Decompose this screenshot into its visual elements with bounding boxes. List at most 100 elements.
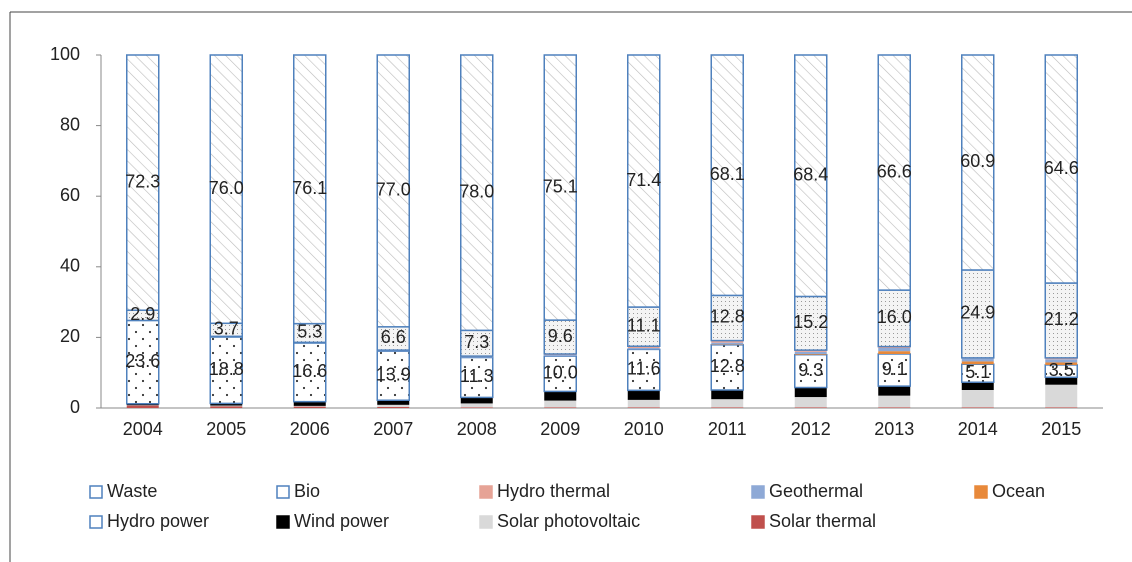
data-label: 72.3 <box>125 171 160 191</box>
data-label: 12.8 <box>710 307 745 327</box>
legend-marker <box>974 485 988 499</box>
bar-segment <box>460 403 493 408</box>
x-tick-label: 2013 <box>874 419 914 439</box>
bar-segment <box>1045 384 1078 408</box>
bar-segment <box>293 342 327 403</box>
bar-segment <box>961 407 994 408</box>
bar-segment <box>126 319 160 405</box>
bar-segment <box>210 405 243 407</box>
bar-segment <box>377 404 410 407</box>
bar-segment <box>293 54 327 325</box>
x-tick-label: 2004 <box>123 419 163 439</box>
data-label: 18.8 <box>209 359 244 379</box>
legend-label: Ocean <box>992 481 1045 501</box>
bar-segment <box>878 351 911 354</box>
bar-segment <box>376 350 410 401</box>
legend-label: Solar thermal <box>769 511 876 531</box>
bar-segment <box>794 295 828 351</box>
data-label: 13.9 <box>376 364 411 384</box>
data-label: 11.1 <box>627 315 661 335</box>
bar-segment <box>711 342 744 345</box>
bar-segment <box>627 348 661 392</box>
bar-segment <box>209 54 243 325</box>
x-tick-label: 2010 <box>624 419 664 439</box>
bar-segment <box>878 395 911 408</box>
data-label: 76.1 <box>292 178 327 198</box>
bar-segment <box>377 406 410 408</box>
bar-segment <box>711 399 744 408</box>
data-label: 24.9 <box>960 303 995 323</box>
data-label: 16.6 <box>292 361 327 381</box>
y-tick-label: 60 <box>60 185 80 205</box>
bar-segment <box>794 397 827 408</box>
bar-segment <box>878 386 911 396</box>
bar-segment <box>293 406 326 408</box>
data-label: 77.0 <box>376 180 411 200</box>
bar-segment <box>961 358 994 362</box>
bar-segment <box>961 382 994 390</box>
data-label: 60.9 <box>960 151 995 171</box>
bar-segment <box>126 54 160 311</box>
data-label: 76.0 <box>209 178 244 198</box>
legend-marker <box>751 485 765 499</box>
bar-segment <box>544 407 577 408</box>
bar-segment <box>460 397 493 404</box>
y-tick-label: 0 <box>70 397 80 417</box>
bar-segment <box>460 329 494 357</box>
bar-segment <box>460 407 493 408</box>
legend-marker <box>479 515 493 529</box>
bar-segment <box>961 361 994 365</box>
x-tick-label: 2011 <box>708 419 747 439</box>
bar-segment <box>544 391 577 401</box>
legend-marker <box>89 515 103 529</box>
data-label: 2.9 <box>130 304 155 324</box>
bar-segment <box>293 405 326 407</box>
bar-segment <box>710 294 744 342</box>
bar-segment <box>711 389 744 400</box>
bar-segment <box>377 400 410 405</box>
x-tick-label: 2009 <box>540 419 580 439</box>
bar-segment <box>210 406 243 408</box>
bar-segment <box>1045 377 1078 385</box>
legend-label: Bio <box>294 481 320 501</box>
bar-segment <box>794 407 827 408</box>
bar-segment <box>1044 54 1078 284</box>
y-tick-label: 80 <box>60 114 80 134</box>
data-label: 68.1 <box>710 164 745 184</box>
bar-segment <box>376 54 410 328</box>
data-label: 5.1 <box>965 362 990 382</box>
data-label: 11.3 <box>460 366 494 386</box>
bar-segment <box>1045 362 1078 365</box>
bar-segment <box>627 347 660 350</box>
data-label: 78.0 <box>459 181 494 201</box>
legend-label: Hydro thermal <box>497 481 610 501</box>
bar-segment <box>460 356 494 399</box>
legend-label: Hydro power <box>107 511 209 531</box>
legend-marker <box>751 515 765 529</box>
bar-segment <box>293 401 326 406</box>
legend-label: Geothermal <box>769 481 863 501</box>
y-tick-label: 100 <box>50 44 80 64</box>
bar-segment <box>1045 359 1078 363</box>
bar-segment <box>544 355 577 357</box>
data-label: 12.8 <box>710 356 745 376</box>
bar-segment <box>710 54 744 297</box>
bar-segment <box>877 54 911 291</box>
bar-segment <box>878 407 911 408</box>
x-tick-label: 2005 <box>206 419 246 439</box>
bar-segment <box>710 344 744 391</box>
data-label: 3.5 <box>1049 360 1074 380</box>
data-label: 10.0 <box>543 363 578 383</box>
data-label: 64.6 <box>1044 158 1079 178</box>
bar-segment <box>794 54 828 298</box>
data-label: 9.6 <box>548 326 573 346</box>
legend-label: Waste <box>107 481 157 501</box>
data-label: 68.4 <box>793 164 828 184</box>
bar-segment <box>1044 282 1078 359</box>
data-label: 16.0 <box>877 307 912 327</box>
data-label: 6.6 <box>381 327 406 347</box>
bar-segment <box>126 405 159 408</box>
bar-segment <box>878 347 911 352</box>
bar-segment <box>794 387 827 398</box>
bar-segment <box>794 353 827 355</box>
